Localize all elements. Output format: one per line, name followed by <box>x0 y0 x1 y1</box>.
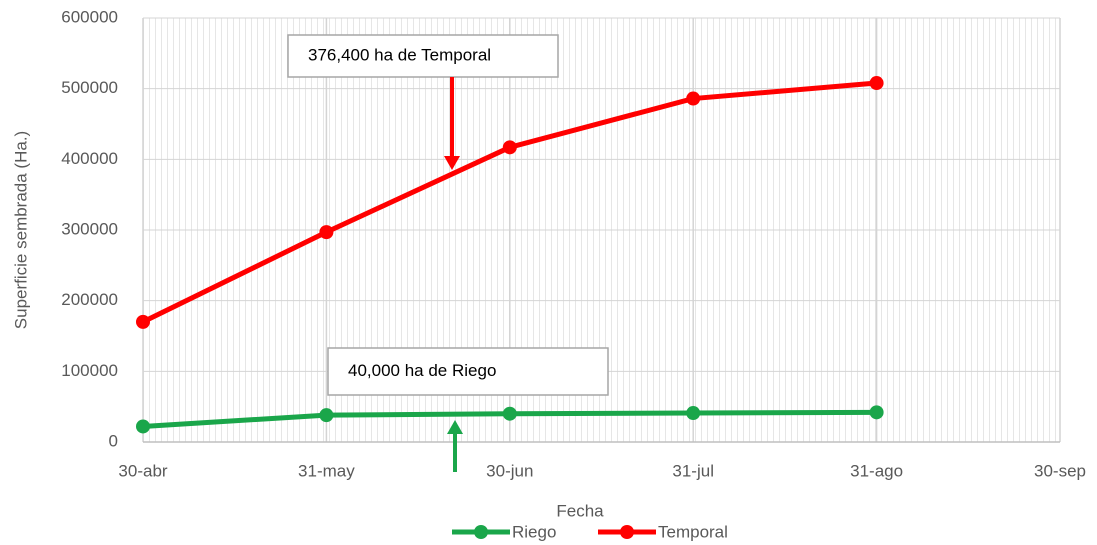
annotation-box <box>287 34 559 78</box>
point <box>502 406 517 421</box>
point <box>136 419 150 434</box>
x-axis-label: Fecha <box>556 501 604 520</box>
arrow-head <box>447 420 463 434</box>
y-tick-label: 600000 <box>61 7 118 26</box>
y-tick-label: 500000 <box>61 78 118 97</box>
x-tick-label: 31-may <box>298 461 355 480</box>
point <box>686 91 701 106</box>
annotation-text: 40,000 ha de Riego <box>348 361 496 380</box>
x-tick-label: 30-abr <box>118 461 167 480</box>
x-tick-label: 31-ago <box>850 461 903 480</box>
point <box>319 408 334 423</box>
x-tick-label: 30-sep <box>1034 461 1086 480</box>
x-tick-label: 31-jul <box>672 461 714 480</box>
arrow-head <box>444 156 460 170</box>
y-tick-label: 200000 <box>61 290 118 309</box>
y-tick-label: 300000 <box>61 219 118 238</box>
y-axis-label: Superficie sembrada (Ha.) <box>11 131 30 329</box>
legend-marker <box>620 525 634 539</box>
point <box>136 314 150 329</box>
point <box>502 140 517 155</box>
point <box>319 225 334 240</box>
y-tick-label: 100000 <box>61 361 118 380</box>
annotation-box <box>327 347 609 396</box>
y-tick-label: 0 <box>109 431 118 450</box>
point <box>686 406 701 421</box>
annotation-text: 376,400 ha de Temporal <box>308 45 491 64</box>
legend-label: Riego <box>512 522 556 541</box>
point <box>869 405 884 420</box>
legend-label: Temporal <box>658 522 728 541</box>
x-tick-label: 30-jun <box>486 461 533 480</box>
legend-marker <box>474 525 488 539</box>
y-tick-label: 400000 <box>61 149 118 168</box>
point <box>869 76 884 91</box>
